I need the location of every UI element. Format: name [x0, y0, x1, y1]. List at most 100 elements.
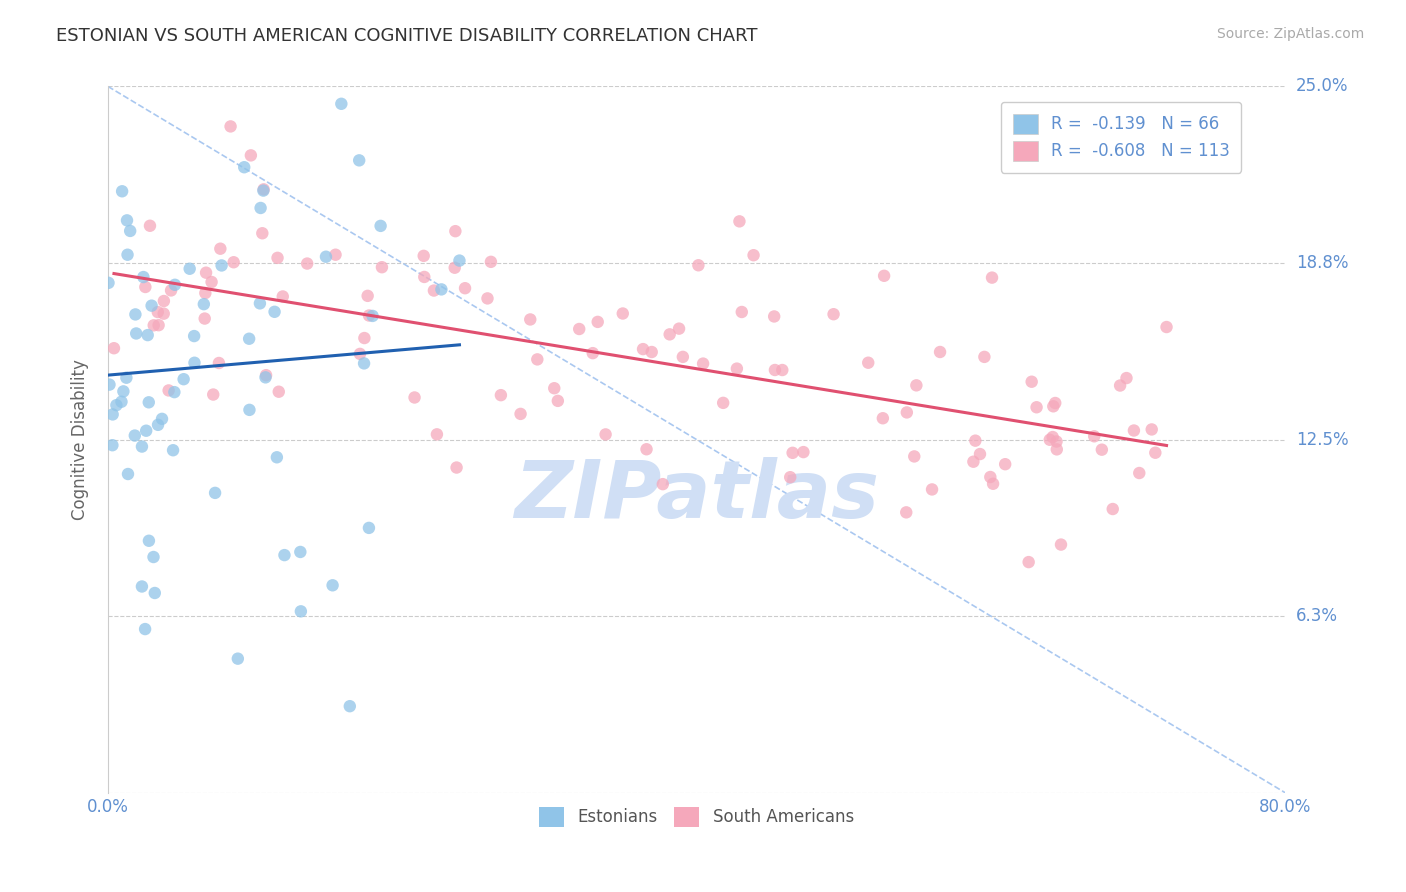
Point	[253, 51, 276, 65]
Text: 12.5%: 12.5%	[1296, 431, 1348, 449]
Point	[266, 450, 288, 465]
Point	[449, 253, 471, 268]
Point	[1109, 378, 1132, 392]
Point	[1045, 396, 1067, 410]
Point	[896, 505, 918, 519]
Point	[183, 329, 205, 343]
Point	[489, 388, 512, 402]
Point	[1128, 466, 1150, 480]
Point	[969, 447, 991, 461]
Point	[194, 311, 217, 326]
Point	[254, 368, 277, 383]
Point	[132, 270, 155, 285]
Point	[770, 363, 793, 377]
Point	[186, 65, 208, 79]
Point	[688, 258, 710, 272]
Point	[651, 477, 673, 491]
Point	[238, 402, 260, 417]
Point	[150, 412, 173, 426]
Point	[101, 438, 124, 452]
Point	[356, 289, 378, 303]
Point	[353, 331, 375, 345]
Point	[101, 408, 124, 422]
Point	[568, 322, 591, 336]
Point	[994, 457, 1017, 471]
Point	[668, 321, 690, 335]
Point	[117, 467, 139, 481]
Point	[423, 284, 446, 298]
Point	[253, 182, 276, 196]
Point	[146, 305, 169, 319]
Point	[105, 398, 128, 412]
Point	[763, 363, 786, 377]
Point	[295, 256, 318, 270]
Point	[1091, 442, 1114, 457]
Point	[1042, 430, 1064, 444]
Point	[1101, 502, 1123, 516]
Point	[204, 486, 226, 500]
Point	[477, 292, 499, 306]
Point	[163, 385, 186, 400]
Point	[426, 427, 449, 442]
Point	[134, 622, 156, 636]
Point	[543, 381, 565, 395]
Legend: Estonians, South Americans: Estonians, South Americans	[533, 800, 860, 834]
Point	[872, 411, 894, 425]
Point	[1045, 434, 1067, 449]
Text: 6.3%: 6.3%	[1296, 607, 1339, 625]
Text: ZIPatlas: ZIPatlas	[515, 457, 879, 535]
Point	[479, 255, 502, 269]
Point	[361, 309, 384, 323]
Point	[728, 214, 751, 228]
Point	[357, 521, 380, 535]
Point	[446, 460, 468, 475]
Point	[641, 345, 664, 359]
Point	[782, 446, 804, 460]
Point	[125, 326, 148, 341]
Point	[1050, 538, 1073, 552]
Point	[357, 309, 380, 323]
Point	[742, 248, 765, 262]
Point	[1140, 422, 1163, 436]
Point	[111, 184, 134, 198]
Point	[98, 377, 121, 392]
Point	[208, 356, 231, 370]
Point	[136, 328, 159, 343]
Point	[962, 455, 984, 469]
Point	[792, 445, 814, 459]
Point	[202, 387, 225, 401]
Point	[226, 651, 249, 665]
Point	[1156, 320, 1178, 334]
Point	[444, 224, 467, 238]
Point	[134, 280, 156, 294]
Point	[139, 219, 162, 233]
Point	[412, 249, 434, 263]
Text: 25.0%: 25.0%	[1296, 78, 1348, 95]
Point	[636, 442, 658, 457]
Point	[454, 281, 477, 295]
Point	[347, 153, 370, 168]
Text: 18.8%: 18.8%	[1296, 254, 1348, 272]
Point	[443, 260, 465, 275]
Point	[921, 483, 943, 497]
Point	[200, 275, 222, 289]
Point	[330, 96, 353, 111]
Text: ESTONIAN VS SOUTH AMERICAN COGNITIVE DISABILITY CORRELATION CHART: ESTONIAN VS SOUTH AMERICAN COGNITIVE DIS…	[56, 27, 758, 45]
Point	[209, 242, 232, 256]
Point	[142, 549, 165, 564]
Point	[858, 356, 880, 370]
Point	[179, 261, 201, 276]
Point	[267, 384, 290, 399]
Point	[929, 345, 952, 359]
Point	[239, 148, 262, 162]
Point	[117, 248, 139, 262]
Point	[322, 578, 344, 592]
Point	[519, 312, 541, 326]
Point	[254, 370, 277, 384]
Point	[142, 318, 165, 333]
Point	[141, 299, 163, 313]
Point	[124, 428, 146, 442]
Point	[266, 251, 288, 265]
Point	[263, 305, 285, 319]
Point	[249, 296, 271, 310]
